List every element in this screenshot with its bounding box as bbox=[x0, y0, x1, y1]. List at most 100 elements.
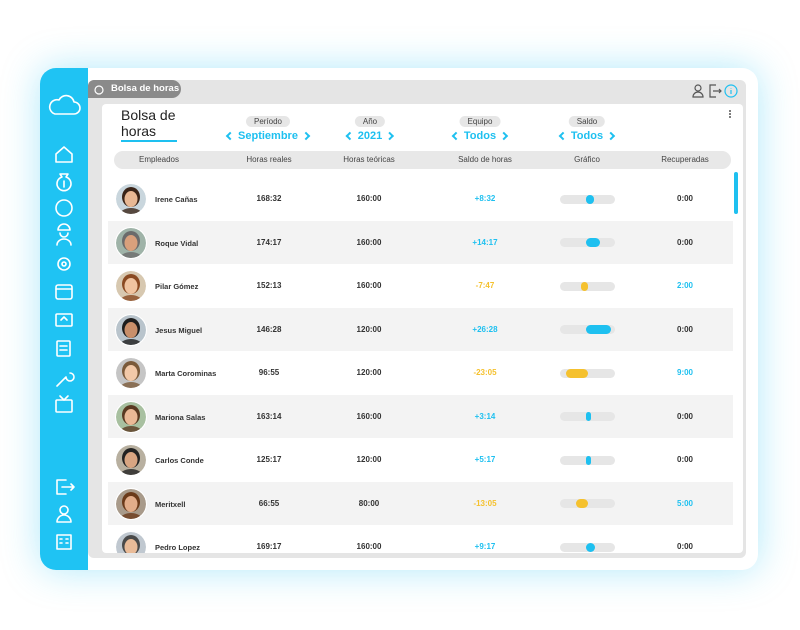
sidebar bbox=[40, 68, 88, 570]
worker-icon[interactable] bbox=[56, 223, 72, 246]
chevron-right[interactable] bbox=[301, 131, 311, 141]
page-title: Bolsa de horas bbox=[121, 107, 176, 139]
recovered-hours: 0:00 bbox=[676, 455, 694, 464]
table-header bbox=[114, 151, 731, 169]
balance-track bbox=[560, 194, 615, 204]
employee-name: Marta Corominas bbox=[155, 369, 217, 378]
real-hours: 174:17 bbox=[256, 237, 282, 247]
table-row[interactable]: Pedro Lopez 169:17 160:00 +9:17 0:00 bbox=[108, 525, 733, 553]
tab-label: Bolsa de horas bbox=[111, 83, 180, 94]
globe-icon[interactable] bbox=[55, 199, 73, 217]
table-row[interactable]: Pilar Gómez 152:13 160:00 -7:47 2:00 bbox=[108, 264, 733, 308]
hour-balance: -13:05 bbox=[473, 498, 497, 508]
recovered-hours: 0:00 bbox=[676, 324, 694, 334]
column-header: Saldo de horas bbox=[458, 155, 512, 164]
monitor-icon[interactable] bbox=[55, 313, 73, 327]
table-row[interactable]: Carlos Conde 125:17 120:00 +5:17 0:00 bbox=[108, 438, 733, 482]
chevron-left[interactable] bbox=[451, 131, 461, 141]
chevron-right[interactable] bbox=[385, 131, 395, 141]
hour-balance: -23:05 bbox=[473, 368, 497, 377]
real-hours: 125:17 bbox=[256, 455, 282, 464]
filter-value: Todos bbox=[570, 130, 604, 142]
theoretical-hours: 80:00 bbox=[358, 498, 380, 508]
money-icon[interactable] bbox=[56, 173, 72, 192]
recovered-hours: 2:00 bbox=[676, 281, 694, 290]
balance-bar bbox=[586, 194, 595, 204]
exit-icon[interactable] bbox=[709, 84, 722, 98]
menu-icon[interactable] bbox=[727, 109, 733, 119]
column-header: Horas teóricas bbox=[343, 155, 395, 164]
filter-selector[interactable]: 2021 bbox=[345, 130, 395, 142]
list-icon[interactable] bbox=[56, 340, 71, 357]
recovered-hours: 5:00 bbox=[676, 498, 694, 508]
real-hours: 66:55 bbox=[258, 498, 280, 508]
employee-name: Meritxell bbox=[155, 499, 186, 509]
chevron-left[interactable] bbox=[345, 131, 355, 141]
theoretical-hours: 120:00 bbox=[356, 324, 382, 334]
balance-bar bbox=[586, 238, 600, 247]
filter-selector[interactable]: Todos bbox=[558, 130, 616, 142]
filter-selector[interactable]: Todos bbox=[451, 130, 509, 142]
column-header: Recuperadas bbox=[661, 155, 709, 164]
avatar bbox=[115, 313, 147, 346]
module-tab[interactable]: Bolsa de horas bbox=[88, 80, 181, 98]
real-hours: 163:14 bbox=[256, 411, 282, 421]
avatar bbox=[115, 487, 147, 520]
theoretical-hours: 120:00 bbox=[356, 368, 382, 377]
filter-selector[interactable]: Septiembre bbox=[225, 130, 311, 142]
theoretical-hours: 160:00 bbox=[356, 194, 382, 203]
hour-balance: +8:32 bbox=[474, 194, 496, 203]
balance-track bbox=[560, 368, 615, 378]
column-header: Gráfico bbox=[574, 155, 600, 164]
balance-track bbox=[560, 542, 615, 552]
filter-label: Período bbox=[245, 116, 291, 127]
theoretical-hours: 120:00 bbox=[356, 455, 382, 464]
hour-balance: -7:47 bbox=[475, 281, 495, 290]
card-icon[interactable] bbox=[55, 399, 73, 413]
info-icon[interactable] bbox=[724, 84, 738, 98]
employee-name: Carlos Conde bbox=[155, 456, 204, 465]
table-row[interactable]: Jesus Miguel 146:28 120:00 +26:28 0:00 bbox=[108, 307, 733, 351]
theoretical-hours: 160:00 bbox=[356, 411, 382, 421]
avatar bbox=[115, 270, 147, 302]
profile-icon[interactable] bbox=[59, 505, 69, 515]
recovered-hours: 0:00 bbox=[676, 542, 694, 551]
table-row[interactable]: Meritxell 66:55 80:00 -13:05 5:00 bbox=[108, 481, 733, 525]
table-row[interactable]: Marta Corominas 96:55 120:00 -23:05 9:00 bbox=[108, 351, 733, 395]
real-hours: 168:32 bbox=[256, 194, 282, 203]
avatar bbox=[115, 357, 147, 389]
avatar bbox=[115, 226, 147, 259]
user-icon[interactable] bbox=[692, 84, 704, 98]
recovered-hours: 0:00 bbox=[676, 237, 694, 247]
column-header: Empleados bbox=[138, 155, 180, 164]
title-underline bbox=[121, 140, 177, 142]
company-icon[interactable] bbox=[56, 534, 72, 550]
chevron-left[interactable] bbox=[225, 131, 235, 141]
filter-value: Septiembre bbox=[238, 130, 298, 142]
chevron-right[interactable] bbox=[499, 131, 509, 141]
filter-label: Saldo bbox=[568, 116, 606, 127]
tools-icon[interactable] bbox=[56, 372, 75, 387]
calendar-icon[interactable] bbox=[55, 284, 73, 300]
theoretical-hours: 160:00 bbox=[356, 281, 382, 290]
logo-icon[interactable] bbox=[48, 94, 81, 115]
avatar bbox=[115, 183, 147, 215]
table-row[interactable]: Roque Vidal 174:17 160:00 +14:17 0:00 bbox=[108, 220, 733, 264]
home-icon[interactable] bbox=[55, 146, 73, 163]
table-body: Irene Cañas 168:32 160:00 +8:32 0:00 Roque V… bbox=[108, 177, 733, 553]
filter-value: Todos bbox=[463, 130, 497, 142]
logout-icon[interactable] bbox=[56, 479, 75, 495]
balance-bar bbox=[586, 542, 595, 552]
recovered-hours: 0:00 bbox=[676, 194, 694, 203]
settings-icon[interactable] bbox=[57, 257, 71, 271]
filter-value: 2021 bbox=[357, 130, 383, 142]
balance-track bbox=[560, 325, 615, 334]
employee-name: Jesus Miguel bbox=[155, 325, 203, 335]
scrollbar-thumb[interactable] bbox=[734, 172, 738, 214]
balance-bar bbox=[575, 499, 588, 508]
table-row[interactable]: Irene Cañas 168:32 160:00 +8:32 0:00 bbox=[108, 177, 733, 221]
chevron-left[interactable] bbox=[558, 131, 568, 141]
table-row[interactable]: Mariona Salas 163:14 160:00 +3:14 0:00 bbox=[108, 394, 733, 438]
chevron-right[interactable] bbox=[606, 131, 616, 141]
